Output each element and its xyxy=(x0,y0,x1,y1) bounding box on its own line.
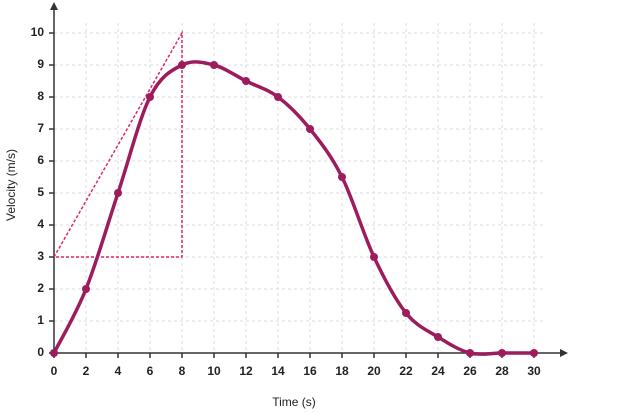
data-point xyxy=(178,61,186,69)
x-tick-label: 26 xyxy=(463,364,477,378)
y-tick-label: 7 xyxy=(37,121,44,135)
x-tick-label: 6 xyxy=(147,364,154,378)
y-tick-label: 5 xyxy=(37,185,44,199)
x-tick-label: 28 xyxy=(495,364,509,378)
data-point xyxy=(498,349,506,357)
y-axis-arrow xyxy=(50,2,58,10)
data-point xyxy=(434,333,442,341)
data-point xyxy=(146,93,154,101)
data-point xyxy=(530,349,538,357)
series-line xyxy=(52,60,536,356)
x-tick-label: 4 xyxy=(115,364,122,378)
x-tick-label: 18 xyxy=(335,364,349,378)
data-point xyxy=(82,285,90,293)
y-axis-title: Velocity (m/s) xyxy=(4,149,18,221)
y-tick-label: 1 xyxy=(37,313,44,327)
data-point xyxy=(210,61,218,69)
y-tick-label: 10 xyxy=(31,25,45,39)
x-tick-label: 20 xyxy=(367,364,381,378)
x-axis-arrow xyxy=(560,349,568,357)
x-tick-label: 24 xyxy=(431,364,445,378)
x-axis-title: Time (s) xyxy=(272,395,316,409)
y-tick-label: 3 xyxy=(37,249,44,263)
tangent-line xyxy=(53,30,183,258)
data-point xyxy=(338,173,346,181)
x-tick-label: 8 xyxy=(179,364,186,378)
data-point xyxy=(50,349,58,357)
data-point xyxy=(402,309,410,317)
data-point xyxy=(370,253,378,261)
data-point xyxy=(466,349,474,357)
data-point xyxy=(114,189,122,197)
x-tick-label: 10 xyxy=(207,364,221,378)
x-tick-label: 2 xyxy=(83,364,90,378)
x-tick-label: 22 xyxy=(399,364,413,378)
x-tick-label: 16 xyxy=(303,364,317,378)
x-tick-label: 12 xyxy=(239,364,253,378)
x-tick-label: 0 xyxy=(51,364,58,378)
y-tick-label: 6 xyxy=(37,153,44,167)
data-point xyxy=(306,125,314,133)
y-tick-label: 4 xyxy=(37,217,44,231)
x-tick-label: 14 xyxy=(271,364,285,378)
y-tick-label: 2 xyxy=(37,281,44,295)
data-point xyxy=(274,93,282,101)
y-tick-label: 9 xyxy=(37,57,44,71)
y-tick-label: 0 xyxy=(37,345,44,359)
y-tick-label: 8 xyxy=(37,89,44,103)
x-tick-label: 30 xyxy=(527,364,541,378)
data-point xyxy=(242,77,250,85)
